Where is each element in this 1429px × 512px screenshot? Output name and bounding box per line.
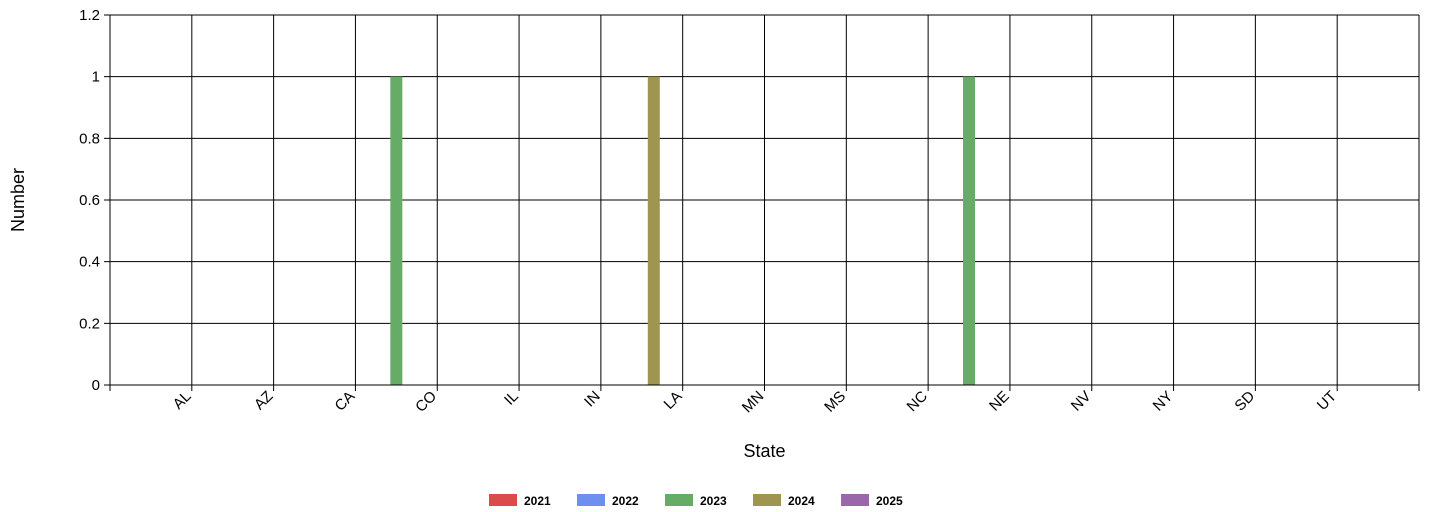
legend-swatch-2023	[665, 494, 693, 506]
legend-swatch-2021	[489, 494, 517, 506]
legend-label-2022: 2022	[612, 494, 639, 508]
y-axis: 0 0.2 0.4 0.6 0.8 1 1.2	[79, 7, 111, 394]
legend-swatch-2024	[753, 494, 781, 506]
legend-label-2023: 2023	[700, 494, 727, 508]
bar-2023-CO	[390, 76, 403, 386]
x-axis-title: State	[743, 441, 785, 461]
x-tick-label: CO	[412, 388, 440, 416]
x-tick-label: MN	[739, 388, 768, 417]
x-tick-label: LA	[661, 388, 686, 413]
bar-2024-LA	[647, 76, 660, 386]
legend-label-2025: 2025	[876, 494, 903, 508]
x-tick-label: IN	[581, 388, 604, 411]
y-tick-label: 0.6	[79, 192, 100, 209]
x-tick-label: SD	[1231, 388, 1258, 415]
legend-label-2021: 2021	[524, 494, 551, 508]
legend-swatch-2025	[841, 494, 869, 506]
x-axis: AL AZ CA CO IL IN LA MN MS NC NE NV NY SD UT	[110, 384, 1420, 417]
x-tick-label: MS	[821, 388, 849, 416]
x-tick-label: AZ	[251, 388, 277, 414]
legend: 2021 2022 2023 2024 2025	[489, 494, 903, 508]
x-tick-label: CA	[332, 388, 359, 415]
x-tick-label: NV	[1068, 388, 1095, 415]
bar-2023-NE	[963, 76, 976, 386]
legend-label-2024: 2024	[788, 494, 815, 508]
bars	[390, 76, 976, 386]
x-tick-label: UT	[1314, 388, 1340, 414]
grid-lines	[110, 14, 1420, 386]
y-tick-label: 1.2	[79, 7, 100, 24]
x-tick-label: NE	[986, 388, 1013, 415]
y-axis-title: Number	[8, 168, 28, 232]
x-tick-label: NC	[904, 388, 931, 415]
y-tick-label: 0	[92, 377, 100, 394]
y-tick-label: 1	[92, 69, 100, 86]
x-tick-label: AL	[170, 388, 195, 413]
legend-swatch-2022	[577, 494, 605, 506]
y-tick-label: 0.2	[79, 315, 100, 332]
y-tick-label: 0.4	[79, 254, 100, 271]
x-tick-label: NY	[1150, 388, 1177, 415]
y-tick-label: 0.8	[79, 130, 100, 147]
